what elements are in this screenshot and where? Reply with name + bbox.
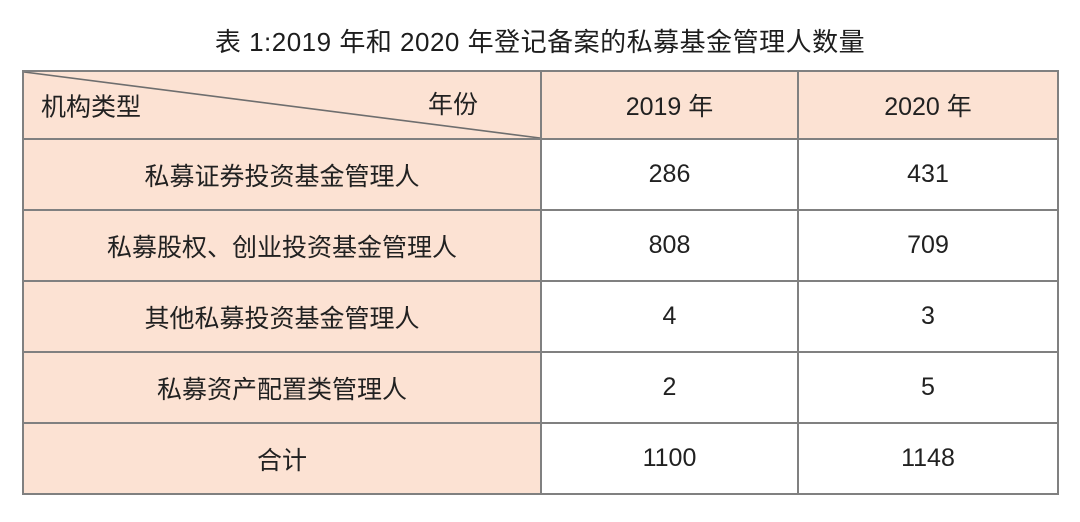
fund-managers-table: 年份 机构类型 2019 年 2020 年 私募证券投资基金管理人 286 43…: [22, 70, 1059, 495]
value-cell-2019: 808: [540, 209, 799, 282]
column-header-2019: 2019 年: [540, 70, 799, 140]
value-cell-2019: 4: [540, 280, 799, 353]
corner-header-cell: 年份 机构类型: [22, 70, 542, 140]
value-cell-2020: 431: [797, 138, 1059, 211]
table-caption: 表 1:2019 年和 2020 年登记备案的私募基金管理人数量: [214, 27, 866, 57]
value-cell-2019: 2: [540, 351, 799, 424]
row-label-cell: 私募资产配置类管理人: [22, 351, 542, 424]
table-row: 其他私募投资基金管理人 4 3: [22, 280, 1059, 353]
value-cell-2020: 709: [797, 209, 1059, 282]
total-value-cell-2019: 1100: [540, 422, 799, 495]
value-cell-2020: 5: [797, 351, 1059, 424]
total-row: 合计 1100 1148: [22, 422, 1059, 495]
diagonal-divider-line: [24, 72, 540, 138]
row-label-cell: 私募股权、创业投资基金管理人: [22, 209, 542, 282]
value-cell-2019: 286: [540, 138, 799, 211]
value-cell-2020: 3: [797, 280, 1059, 353]
table-row: 私募证券投资基金管理人 286 431: [22, 138, 1059, 211]
header-row: 年份 机构类型 2019 年 2020 年: [22, 70, 1059, 140]
total-value-cell-2020: 1148: [797, 422, 1059, 495]
corner-year-axis-label: 年份: [427, 90, 478, 119]
corner-type-axis-label: 机构类型: [41, 93, 142, 122]
row-label-cell: 私募证券投资基金管理人: [22, 138, 542, 211]
row-label-cell: 其他私募投资基金管理人: [22, 280, 542, 353]
total-label-cell: 合计: [22, 422, 542, 495]
column-header-2020: 2020 年: [797, 70, 1059, 140]
table-row: 私募资产配置类管理人 2 5: [22, 351, 1059, 424]
table-row: 私募股权、创业投资基金管理人 808 709: [22, 209, 1059, 282]
